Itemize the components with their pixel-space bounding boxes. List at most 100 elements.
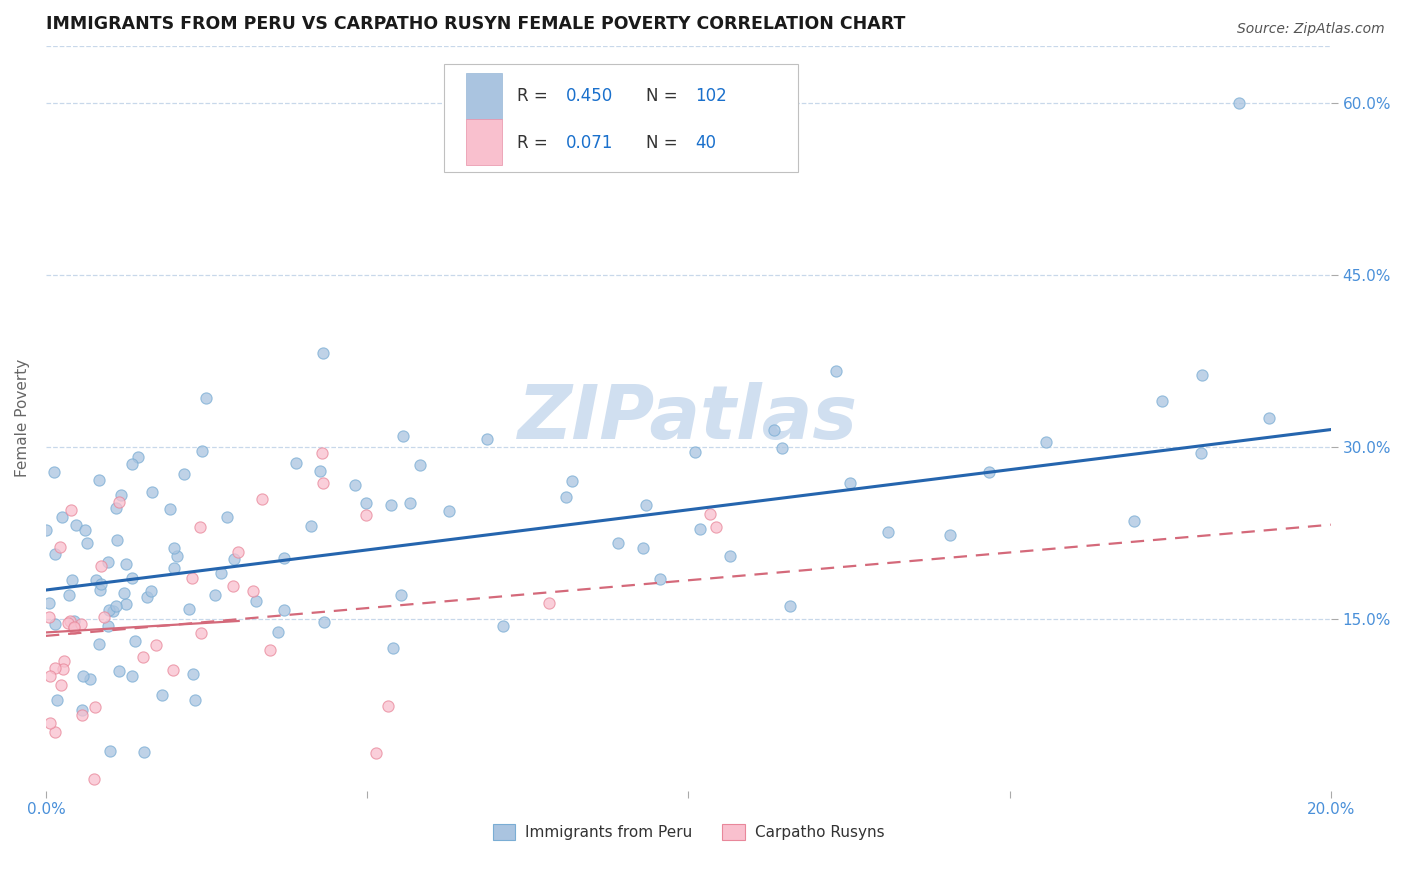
Point — [104, 599, 127, 613]
Point — [381, 640, 404, 655]
Point — [108, 664, 131, 678]
Point — [273, 550, 295, 565]
Text: Source: ZipAtlas.com: Source: ZipAtlas.com — [1237, 22, 1385, 37]
Point — [63, 620, 86, 634]
Point — [259, 643, 281, 657]
Point — [89, 582, 111, 597]
Point — [606, 535, 628, 549]
Point — [380, 498, 402, 512]
Point — [83, 772, 105, 786]
Text: N =: N = — [645, 87, 683, 105]
Point — [104, 501, 127, 516]
Point — [718, 549, 741, 563]
Point — [42, 465, 65, 479]
Point — [839, 476, 862, 491]
Point — [44, 725, 66, 739]
Point — [124, 633, 146, 648]
Point — [93, 610, 115, 624]
Point — [127, 450, 149, 464]
Point — [101, 604, 124, 618]
Text: 0.071: 0.071 — [567, 134, 613, 152]
Point — [65, 518, 87, 533]
Point — [115, 557, 138, 571]
Point — [354, 495, 377, 509]
Point — [312, 346, 335, 360]
Point — [876, 524, 898, 539]
Point — [84, 700, 107, 714]
Point — [62, 573, 84, 587]
Point — [38, 669, 60, 683]
Point — [59, 614, 82, 628]
Point — [159, 502, 181, 516]
Point — [939, 527, 962, 541]
Point — [86, 573, 108, 587]
Point — [181, 667, 204, 681]
Text: R =: R = — [517, 134, 554, 152]
Y-axis label: Female Poverty: Female Poverty — [15, 359, 30, 477]
Point — [44, 547, 66, 561]
Point — [250, 491, 273, 506]
Point — [39, 716, 62, 731]
Point — [392, 429, 415, 443]
Point — [107, 495, 129, 509]
FancyBboxPatch shape — [444, 64, 797, 172]
Point — [648, 572, 671, 586]
Point — [141, 584, 163, 599]
Point — [51, 510, 73, 524]
Point — [69, 617, 91, 632]
Point — [492, 619, 515, 633]
Point — [634, 498, 657, 512]
Point — [53, 655, 76, 669]
Point — [136, 590, 159, 604]
Point — [98, 603, 121, 617]
Point — [90, 558, 112, 573]
Point — [1191, 368, 1213, 382]
Point — [173, 467, 195, 481]
Point — [311, 446, 333, 460]
Point — [311, 475, 333, 490]
Point — [1189, 446, 1212, 460]
Point — [242, 583, 264, 598]
Point — [706, 520, 728, 534]
Point — [699, 508, 721, 522]
Point — [389, 589, 412, 603]
Point — [217, 510, 239, 524]
Point — [98, 744, 121, 758]
Point — [273, 603, 295, 617]
Point — [70, 703, 93, 717]
Point — [76, 536, 98, 550]
Point — [44, 616, 66, 631]
Point — [177, 601, 200, 615]
Point — [110, 487, 132, 501]
Point — [555, 490, 578, 504]
Text: 0.450: 0.450 — [567, 87, 613, 105]
Point — [51, 678, 73, 692]
Point — [825, 364, 848, 378]
Point — [191, 443, 214, 458]
Text: IMMIGRANTS FROM PERU VS CARPATHO RUSYN FEMALE POVERTY CORRELATION CHART: IMMIGRANTS FROM PERU VS CARPATHO RUSYN F… — [46, 15, 905, 33]
Point — [58, 588, 80, 602]
Point — [166, 549, 188, 563]
Point — [188, 520, 211, 534]
Text: 102: 102 — [695, 87, 727, 105]
Point — [977, 465, 1000, 479]
Point — [772, 441, 794, 455]
Point — [180, 571, 202, 585]
FancyBboxPatch shape — [465, 119, 502, 165]
Point — [162, 663, 184, 677]
Point — [62, 615, 84, 629]
Point — [163, 541, 186, 555]
Point — [538, 596, 561, 610]
Point — [245, 593, 267, 607]
Point — [779, 599, 801, 613]
Point — [121, 669, 143, 683]
Point — [49, 540, 72, 554]
Point — [1123, 514, 1146, 528]
Point — [228, 544, 250, 558]
Legend: Immigrants from Peru, Carpatho Rusyns: Immigrants from Peru, Carpatho Rusyns — [486, 818, 890, 847]
Point — [87, 473, 110, 487]
Point — [399, 496, 422, 510]
Point — [35, 523, 58, 537]
Text: R =: R = — [517, 87, 554, 105]
Point — [437, 504, 460, 518]
